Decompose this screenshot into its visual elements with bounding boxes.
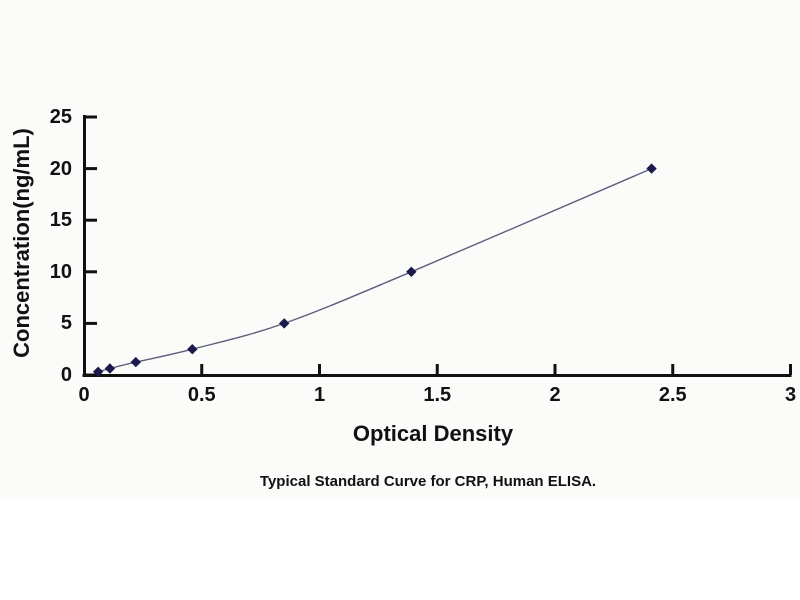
x-tick-label: 2	[549, 384, 561, 406]
y-tick-label: 20	[49, 157, 72, 180]
data-point-marker	[646, 163, 657, 174]
data-point-marker	[278, 318, 290, 329]
y-tick-label: 15	[49, 209, 72, 232]
figure-caption: Typical Standard Curve for CRP, Human EL…	[259, 473, 597, 490]
y-tick-label: 5	[60, 312, 72, 335]
plot-canvas	[82, 115, 792, 378]
data-point-marker	[92, 366, 104, 378]
x-tick-label: 0.5	[187, 384, 216, 406]
y-tick-label: 25	[49, 106, 72, 128]
x-tick-label: 1	[313, 384, 326, 406]
standard-curve-line	[97, 167, 652, 373]
y-tick-label: 0	[60, 364, 72, 386]
data-point-marker	[104, 363, 116, 374]
x-tick-label: 3	[784, 384, 797, 406]
x-tick-label: 2.5	[658, 384, 687, 406]
data-point-marker	[187, 343, 198, 355]
x-tick-label: 0	[78, 384, 90, 406]
data-point-marker	[406, 266, 417, 278]
x-axis-title: Optical Density	[352, 421, 514, 446]
y-tick-label: 10	[49, 260, 72, 283]
x-tick-label: 1.5	[423, 384, 452, 406]
data-point-marker	[130, 356, 142, 368]
